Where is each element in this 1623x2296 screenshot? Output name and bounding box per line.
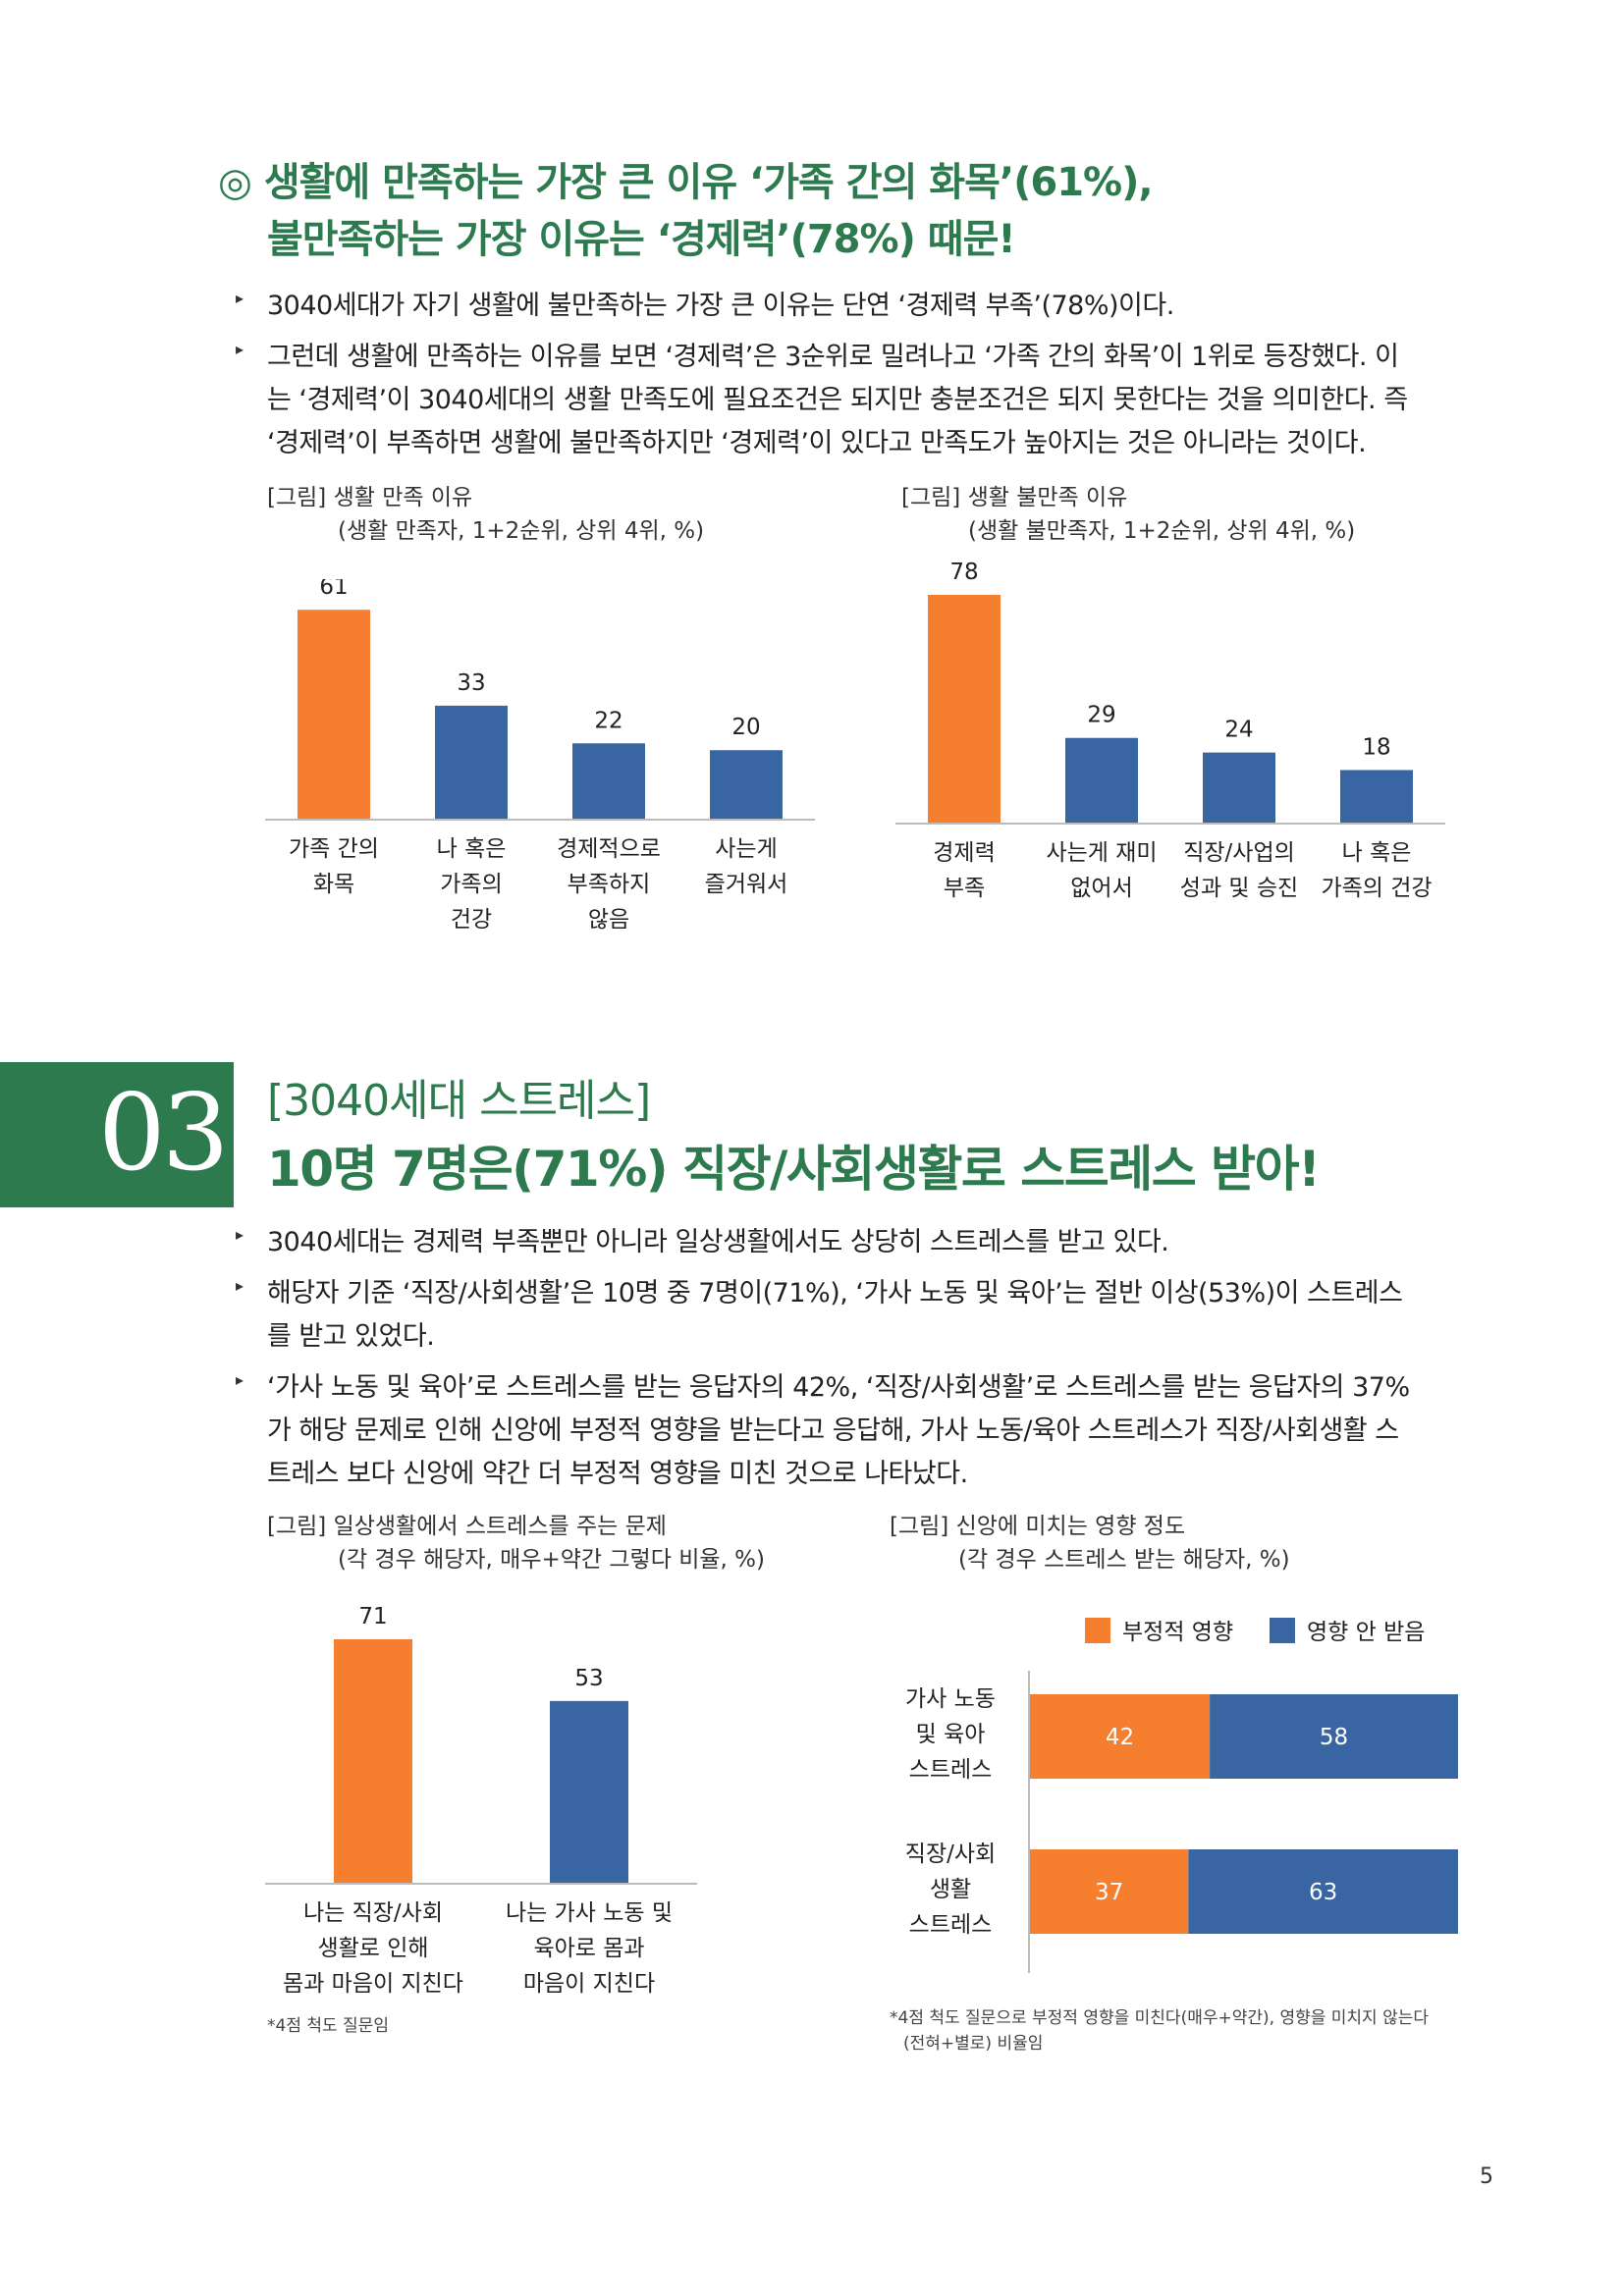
bullet-marker: [236, 289, 245, 308]
section2-bullet-3-line3: 트레스 보다 신앙에 약간 더 부정적 영향을 미친 것으로 나타났다.: [267, 1459, 968, 1489]
fig4-subtitle: (각 경우 스트레스 받는 해당자, %): [958, 1547, 1290, 1573]
category-label: 나는 직장/사회: [303, 1900, 443, 1926]
bar: [334, 1639, 412, 1883]
category-label: 가족의: [440, 872, 502, 897]
fig3-note: *4점 척도 질문임: [267, 2016, 389, 2036]
category-label: 경제력: [933, 840, 995, 866]
category-label: 몸과 마음이 지친다: [283, 1971, 463, 1997]
stacked-bar-segment: [1030, 1849, 1189, 1934]
section1-bullet-1-line1: 3040세대가 자기 생활에 불만족하는 가장 큰 이유는 단연 ‘경제력 부족…: [267, 291, 1174, 321]
bullet-marker: [236, 1225, 245, 1245]
fig1-subtitle: (생활 만족자, 1+2순위, 상위 4위, %): [338, 518, 705, 544]
category-label: 않음: [588, 907, 629, 933]
category-label: 및 육아: [916, 1722, 986, 1747]
bar-value-label: 61: [319, 579, 348, 600]
fig4-note-line2: (전혀+별로) 비율임: [903, 2034, 1044, 2054]
legend-label: 영향 안 받음: [1307, 1620, 1425, 1645]
bullet-marker: [236, 1370, 245, 1390]
category-label: 나 혹은: [437, 836, 507, 862]
bar: [298, 610, 370, 819]
bar: [928, 595, 1001, 823]
category-label: 스트레스: [909, 1912, 993, 1938]
stacked-bar-segment: [1210, 1694, 1458, 1779]
segment-value-label: 37: [1095, 1880, 1123, 1905]
fig2-subtitle: (생활 불만족자, 1+2순위, 상위 4위, %): [968, 518, 1356, 544]
category-label: 나는 가사 노동 및: [506, 1900, 673, 1926]
bar: [1065, 737, 1138, 823]
section1-heading-line2: 불만족하는 가장 이유는 ‘경제력’(78%) 때문!: [267, 217, 1016, 262]
section-number: 03: [98, 1072, 229, 1195]
section1-heading-line1: ◎ 생활에 만족하는 가장 큰 이유 ‘가족 간의 화목’(61%),: [218, 160, 1154, 205]
bar-value-label: 53: [574, 1666, 603, 1691]
section2-kicker: [3040세대 스트레스]: [267, 1076, 651, 1126]
section2-bullet-2-line2: 를 받고 있었다.: [267, 1321, 435, 1352]
category-label: 즐거워서: [705, 872, 788, 897]
category-label: 가사 노동: [905, 1686, 996, 1712]
category-label: 생활: [930, 1877, 971, 1902]
bar-value-label: 24: [1224, 718, 1253, 743]
page-number: 5: [1480, 2164, 1493, 2189]
category-label: 부족하지: [568, 872, 651, 897]
bar: [1340, 770, 1413, 823]
category-label: 화목: [313, 872, 354, 897]
section1-bullet-2-line3: ‘경제력’이 부족하면 생활에 불만족하지만 ‘경제력’이 있다고 만족도가 높…: [267, 428, 1367, 458]
bar: [1203, 752, 1275, 823]
category-label: 가족의 건강: [1321, 876, 1432, 901]
fig3-title: [그림] 일상생활에서 스트레스를 주는 문제: [267, 1514, 667, 1539]
fig2-title: [그림] 생활 불만족 이유: [901, 485, 1128, 510]
segment-value-label: 58: [1320, 1725, 1348, 1750]
stacked-bar-segment: [1030, 1694, 1211, 1779]
legend-swatch: [1085, 1618, 1110, 1643]
bar-value-label: 18: [1362, 734, 1390, 760]
bar-value-label: 71: [358, 1604, 387, 1629]
category-label: 건강: [451, 907, 492, 933]
category-label: 사는게 재미: [1046, 840, 1157, 866]
bar: [710, 750, 783, 819]
category-label: 나 혹은: [1342, 840, 1412, 866]
stacked-bar-segment: [1188, 1849, 1458, 1934]
fig4-title: [그림] 신앙에 미치는 영향 정도: [890, 1514, 1186, 1539]
bullet-marker: [236, 1276, 245, 1296]
bullet-marker: [236, 340, 245, 359]
bar: [550, 1700, 628, 1883]
section1-bullet-2-line1: 그런데 생활에 만족하는 이유를 보면 ‘경제력’은 3순위로 밀려나고 ‘가족…: [267, 342, 1399, 372]
section1-bullet-2-line2: 는 ‘경제력’이 3040세대의 생활 만족도에 필요조건은 되지만 충분조건은…: [267, 385, 1408, 415]
category-label: 경제적으로: [557, 836, 661, 862]
section2-bullet-3-line1: ‘가사 노동 및 육아’로 스트레스를 받는 응답자의 42%, ‘직장/사회생…: [267, 1372, 1410, 1403]
fig1-title: [그림] 생활 만족 이유: [267, 485, 473, 510]
bar-value-label: 29: [1087, 703, 1115, 728]
category-label: 성과 및 승진: [1180, 876, 1298, 901]
legend-swatch: [1270, 1618, 1295, 1643]
fig4-note-line1: *4점 척도 질문으로 부정적 영향을 미친다(매우+약간), 영향을 미치지 …: [890, 2008, 1430, 2028]
fig3-subtitle: (각 경우 해당자, 매우+약간 그렇다 비율, %): [338, 1547, 765, 1573]
bar: [572, 743, 645, 819]
category-label: 없어서: [1070, 876, 1132, 901]
category-label: 부족: [944, 876, 985, 901]
category-label: 직장/사회: [905, 1842, 996, 1867]
section-number-banner: [0, 1062, 234, 1207]
legend-label: 부정적 영향: [1122, 1620, 1233, 1645]
bar-value-label: 22: [594, 708, 622, 733]
category-label: 사는게: [715, 836, 777, 862]
bar-value-label: 33: [457, 670, 485, 696]
section2-bullet-2-line1: 해당자 기준 ‘직장/사회생활’은 10명 중 7명이(71%), ‘가사 노동…: [267, 1278, 1403, 1308]
category-label: 직장/사업의: [1183, 840, 1295, 866]
section2-bullet-3-line2: 가 해당 문제로 인해 신앙에 부정적 영향을 받는다고 응답해, 가사 노동/…: [267, 1415, 1399, 1446]
category-label: 마음이 지친다: [523, 1971, 655, 1997]
category-label: 스트레스: [909, 1757, 993, 1783]
segment-value-label: 42: [1106, 1725, 1134, 1750]
bar: [435, 705, 508, 819]
category-label: 생활로 인해: [317, 1936, 428, 1961]
bar-value-label: 78: [949, 560, 978, 585]
bar-value-label: 20: [731, 715, 760, 740]
section2-heading: 10명 7명은(71%) 직장/사회생활로 스트레스 받아!: [267, 1141, 1321, 1198]
segment-value-label: 63: [1309, 1880, 1337, 1905]
category-label: 육아로 몸과: [533, 1936, 644, 1961]
category-label: 가족 간의: [289, 836, 379, 862]
section2-bullet-1-line1: 3040세대는 경제력 부족뿐만 아니라 일상생활에서도 상당히 스트레스를 받…: [267, 1227, 1169, 1257]
